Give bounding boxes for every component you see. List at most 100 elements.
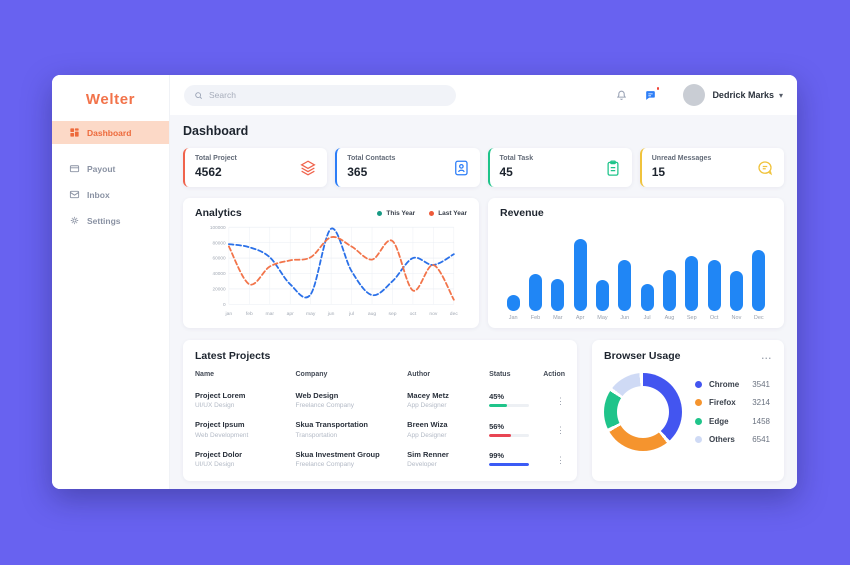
column-header-company: Company: [295, 371, 328, 378]
notifications-icon[interactable]: [643, 86, 661, 102]
author-name: Macey Metz: [407, 390, 449, 400]
author-role: Developer: [407, 461, 437, 468]
sidebar-item-label: Payout: [87, 163, 116, 174]
company-name: Skua Transportation: [295, 420, 369, 429]
revenue-bar: Mar: [547, 227, 569, 321]
bell-icon[interactable]: [614, 88, 628, 102]
search-box[interactable]: [184, 84, 456, 106]
legend-dot: [695, 417, 702, 425]
analytics-legend: This Year Last Year: [377, 210, 467, 217]
svg-text:100000: 100000: [210, 225, 226, 230]
svg-text:apr: apr: [287, 311, 295, 317]
browser-usage-title: Browser Usage: [604, 350, 681, 362]
stats-row: Total Project 4562 Total Contacts 365 To…: [183, 148, 784, 187]
browser-usage-donut: [604, 373, 682, 451]
legend-label: This Year: [386, 209, 416, 217]
analytics-card: Analytics This Year Last Year: [183, 198, 479, 328]
user-name: Dedrick Marks: [712, 90, 774, 100]
sidebar: Welter Dashboard Payout Inbox: [52, 75, 170, 489]
revenue-bar: Feb: [524, 227, 546, 321]
sidebar-item-label: Inbox: [87, 189, 110, 200]
company-name: Web Design: [295, 390, 339, 400]
browser-label: Chrome: [709, 379, 740, 389]
browser-label: Others: [709, 435, 735, 445]
contacts-icon: [452, 159, 470, 177]
project-category: UI/UX Design: [195, 402, 235, 409]
author-role: App Designer: [407, 402, 447, 409]
legend-dot: [695, 380, 702, 388]
sidebar-item-payout[interactable]: Payout: [52, 157, 169, 180]
browser-usage-card: Browser Usage ... Chrome 3541 Firefox 3214…: [592, 340, 784, 481]
gear-icon: [69, 215, 80, 226]
revenue-bar: Aug: [658, 227, 680, 321]
revenue-bar: Nov: [725, 227, 747, 321]
more-menu[interactable]: ...: [761, 351, 772, 361]
svg-text:jul: jul: [348, 311, 354, 317]
layers-icon: [299, 159, 317, 177]
column-header-author: Author: [407, 371, 431, 378]
revenue-bar: Jan: [502, 227, 524, 321]
revenue-bar: Jul: [636, 227, 658, 321]
notification-badge: [655, 86, 661, 91]
stat-value: 45: [499, 165, 513, 179]
author-name: Breen Wiza: [407, 420, 448, 429]
progress-bar: [489, 463, 530, 467]
row-action-menu[interactable]: ⋮: [556, 395, 565, 406]
legend-dot: [695, 399, 702, 407]
chevron-down-icon[interactable]: ▾: [778, 90, 783, 100]
stat-label: Unread Messages: [651, 155, 712, 162]
app-window: Welter Dashboard Payout Inbox: [52, 75, 797, 489]
revenue-card: Revenue Jan Feb Mar Apr May Jun Jul Aug Sep Oct No…: [488, 198, 784, 328]
svg-text:20000: 20000: [213, 287, 226, 292]
legend-chrome: Chrome 3541: [695, 380, 770, 389]
browser-value: 3214: [752, 398, 770, 408]
projects-table: Name Company Author Status Action Projec…: [195, 371, 565, 474]
author-name: Sim Renner: [407, 449, 449, 459]
charts-row: Analytics This Year Last Year: [183, 198, 784, 328]
svg-text:mar: mar: [265, 311, 274, 317]
svg-text:oct: oct: [410, 311, 417, 317]
sidebar-nav: Dashboard Payout Inbox Settings: [52, 121, 169, 232]
svg-text:aug: aug: [368, 311, 377, 317]
dashboard-content: Dashboard Total Project 4562 Total Conta…: [170, 115, 797, 489]
progress-bar: [489, 404, 530, 408]
legend-firefox: Firefox 3214: [695, 398, 770, 407]
svg-text:80000: 80000: [213, 240, 226, 245]
row-action-menu[interactable]: ⋮: [556, 425, 565, 436]
topbar-actions: Dedrick Marks ▾: [599, 84, 783, 106]
legend-dot: [695, 436, 702, 444]
stat-value: 365: [347, 165, 368, 179]
browser-label: Firefox: [709, 398, 736, 408]
sidebar-item-settings[interactable]: Settings: [52, 209, 169, 232]
sidebar-item-dashboard[interactable]: Dashboard: [52, 121, 169, 144]
table-row: Project Ipsum Web Development Skua Transp…: [195, 415, 565, 445]
status-percent: 99%: [489, 451, 505, 461]
table-row: Project Dolor UI/UX Design Skua Investmen…: [195, 444, 565, 474]
row-action-menu[interactable]: ⋮: [556, 454, 565, 465]
bottom-row: Latest Projects Name Company Author Stat…: [183, 340, 784, 481]
stat-value: 4562: [195, 165, 222, 179]
svg-text:jun: jun: [327, 311, 335, 317]
legend-dot: [377, 210, 383, 216]
projects-title: Latest Projects: [195, 350, 271, 362]
stat-label: Total Contacts: [347, 155, 396, 162]
legend-dot: [429, 210, 435, 216]
revenue-bar: Jun: [614, 227, 636, 321]
company-type: Transportation: [295, 431, 338, 439]
browser-value: 3541: [752, 379, 770, 389]
page-title: Dashboard: [183, 124, 249, 138]
sidebar-item-inbox[interactable]: Inbox: [52, 183, 169, 206]
svg-text:40000: 40000: [213, 271, 226, 276]
revenue-bar: Oct: [703, 227, 725, 321]
table-row: Project Lorem UI/UX Design Web Design Free…: [195, 385, 565, 415]
svg-text:0: 0: [223, 302, 226, 307]
legend-this-year: This Year: [377, 210, 415, 217]
revenue-bar-chart: Jan Feb Mar Apr May Jun Jul Aug Sep Oct Nov Dec: [500, 227, 772, 321]
sidebar-item-label: Dashboard: [87, 127, 132, 138]
stat-label: Total Project: [195, 155, 237, 162]
project-name: Project Ipsum: [195, 420, 245, 429]
search-input[interactable]: [209, 90, 446, 100]
stat-value: 15: [651, 165, 666, 179]
avatar[interactable]: [683, 84, 706, 106]
latest-projects-card: Latest Projects Name Company Author Stat…: [183, 340, 577, 481]
